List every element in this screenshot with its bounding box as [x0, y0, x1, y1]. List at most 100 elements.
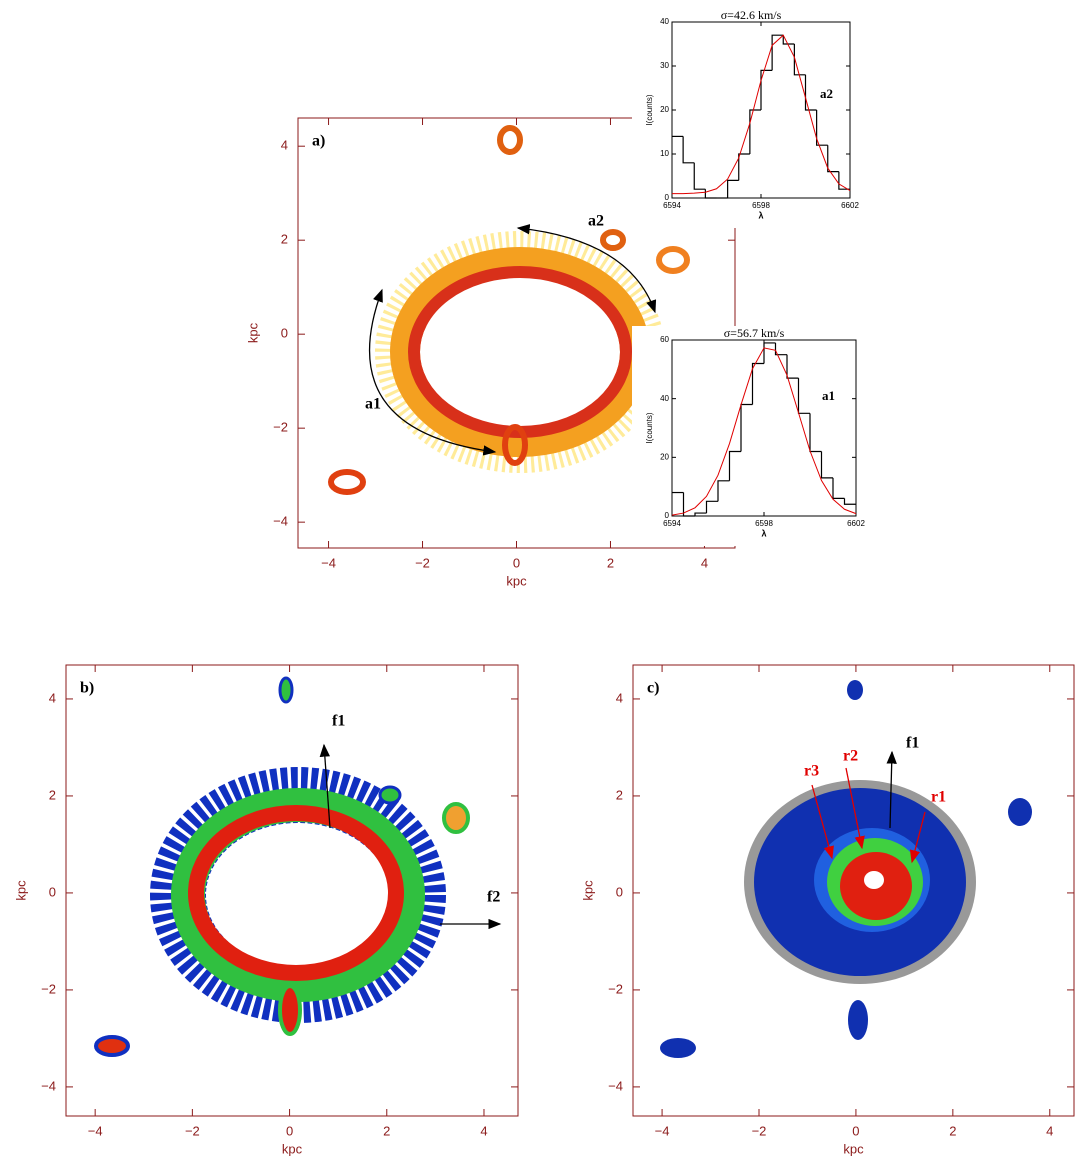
x-tick-label: 2 — [607, 555, 614, 570]
x-tick-label: 4 — [701, 555, 708, 570]
inset-title: σ=56.7 km/s — [724, 326, 785, 340]
plot-frame — [632, 664, 1075, 1117]
histogram-step — [749, 109, 761, 154]
y-tick-label: 20 — [660, 452, 669, 461]
inset-background — [632, 8, 858, 228]
x-axis-label: kpc — [843, 1141, 864, 1156]
y-tick-label: −2 — [273, 420, 288, 435]
histogram-step — [838, 171, 850, 190]
histogram-step — [804, 74, 817, 111]
y-tick-label: 4 — [281, 138, 288, 153]
x-tick-label: 6602 — [841, 201, 859, 210]
histogram-step — [793, 44, 806, 76]
y-tick-label: 0 — [616, 884, 623, 899]
histogram-step — [763, 342, 776, 364]
map-b — [94, 676, 502, 1057]
x-tick-label: 6598 — [752, 201, 770, 210]
y-axis-label: kpc — [13, 880, 28, 901]
histogram-step — [782, 35, 795, 45]
y-tick-label: 20 — [660, 105, 669, 114]
annotation: r1 — [931, 789, 946, 806]
inset-title: σ=42.6 km/s — [721, 8, 782, 22]
x-tick-label: 6594 — [663, 519, 681, 528]
inset-label: a1 — [822, 388, 835, 403]
y-tick-label: 60 — [660, 335, 669, 344]
y-tick-label: 0 — [665, 511, 670, 520]
histogram-step — [760, 69, 773, 110]
x-tick-label: 0 — [852, 1123, 859, 1138]
x-tick-label: 0 — [513, 555, 520, 570]
x-tick-label: 4 — [480, 1123, 487, 1138]
inset-background — [632, 326, 864, 546]
histogram-step — [751, 362, 764, 405]
x-tick-label: −4 — [655, 1123, 670, 1138]
histogram-step — [682, 136, 695, 164]
histogram-step — [820, 451, 833, 479]
x-axis-label: λ — [758, 210, 763, 220]
y-tick-label: 10 — [660, 149, 669, 158]
annotation: a1 — [365, 396, 381, 413]
panel-label: b) — [80, 680, 94, 697]
panel-label: c) — [647, 680, 659, 697]
histogram-step — [705, 500, 718, 514]
x-tick-label: 2 — [949, 1123, 956, 1138]
y-tick-label: −4 — [41, 1078, 56, 1093]
y-tick-label: 0 — [281, 326, 288, 341]
histogram-step — [843, 498, 856, 505]
histogram-step — [771, 34, 784, 71]
y-tick-label: 2 — [281, 232, 288, 247]
map-c — [660, 680, 1032, 1058]
x-tick-label: 0 — [286, 1123, 293, 1138]
y-tick-label: 4 — [49, 690, 56, 705]
x-tick-label: −4 — [321, 555, 336, 570]
x-axis-label: kpc — [506, 573, 527, 588]
x-tick-label: 2 — [383, 1123, 390, 1138]
annotation: f2 — [487, 889, 500, 906]
x-tick-label: −2 — [185, 1123, 200, 1138]
x-tick-label: 6598 — [755, 519, 773, 528]
panel-label: a) — [312, 133, 325, 150]
y-tick-label: 40 — [660, 17, 669, 26]
annotation: f1 — [906, 735, 919, 752]
y-tick-label: 4 — [616, 690, 623, 705]
histogram-step — [693, 162, 706, 190]
y-tick-label: −4 — [608, 1078, 623, 1093]
histogram-step — [682, 492, 695, 517]
histogram-step — [827, 145, 839, 173]
y-axis-label: I(counts) — [645, 94, 654, 125]
x-axis-label: λ — [761, 528, 766, 538]
y-tick-label: −2 — [41, 981, 56, 996]
x-axis-label: kpc — [282, 1141, 303, 1156]
y-tick-label: 0 — [49, 884, 56, 899]
y-tick-label: 2 — [49, 787, 56, 802]
x-tick-label: 6602 — [847, 519, 865, 528]
histogram-step — [717, 480, 730, 502]
annotation: f1 — [332, 713, 345, 730]
histogram-step — [738, 153, 750, 181]
histogram-step — [694, 512, 707, 516]
histogram-step — [774, 342, 787, 356]
histogram-step — [786, 354, 799, 379]
y-tick-label: −4 — [273, 514, 288, 529]
y-tick-label: 2 — [616, 787, 623, 802]
y-tick-label: 30 — [660, 61, 669, 70]
histogram-step — [728, 450, 741, 481]
x-tick-label: −4 — [88, 1123, 103, 1138]
annotation: r3 — [804, 763, 819, 780]
plot-frame — [65, 664, 519, 1117]
y-tick-label: −2 — [608, 981, 623, 996]
y-axis-label: kpc — [245, 322, 260, 343]
x-tick-label: 4 — [1046, 1123, 1053, 1138]
y-tick-label: 40 — [660, 394, 669, 403]
fit-curve — [671, 347, 857, 516]
annotation: a2 — [588, 213, 604, 230]
x-tick-label: −2 — [415, 555, 430, 570]
histogram-step — [727, 179, 739, 198]
y-tick-label: 0 — [665, 193, 670, 202]
x-tick-label: −2 — [752, 1123, 767, 1138]
histogram-step — [816, 110, 828, 146]
y-axis-label: I(counts) — [645, 412, 654, 443]
y-axis-label: kpc — [580, 880, 595, 901]
fit-curve — [672, 34, 851, 195]
